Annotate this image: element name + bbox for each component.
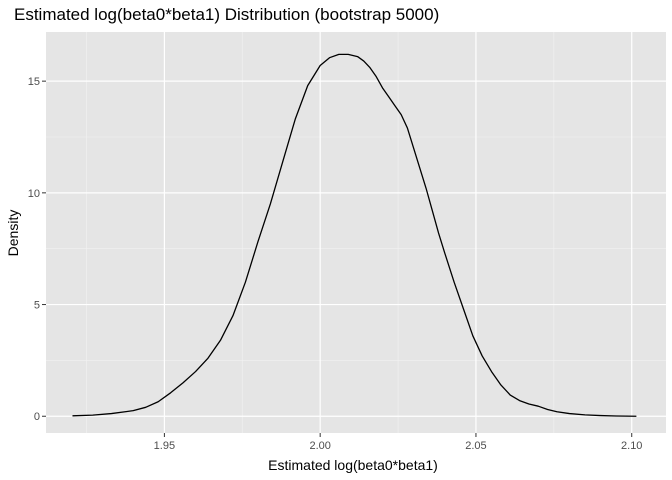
x-tick-label: 2.05 bbox=[465, 440, 486, 452]
density-line bbox=[72, 53, 637, 417]
x-axis: 1.95 2.00 2.05 2.10 bbox=[154, 433, 642, 452]
chart-title: Estimated log(beta0*beta1) Distribution … bbox=[14, 5, 439, 24]
x-tick-label: 2.00 bbox=[309, 440, 330, 452]
x-axis-title: Estimated log(beta0*beta1) bbox=[268, 457, 438, 473]
grid-lines bbox=[46, 32, 666, 433]
x-tick-label: 2.10 bbox=[621, 440, 642, 452]
y-axis: 0 5 10 15 bbox=[28, 76, 46, 423]
series-layer bbox=[72, 53, 637, 417]
plot-panel bbox=[46, 32, 666, 433]
y-axis-title: Density bbox=[5, 210, 21, 257]
x-tick-label: 1.95 bbox=[154, 440, 175, 452]
y-tick-label: 10 bbox=[28, 188, 40, 200]
panel-background bbox=[46, 32, 666, 433]
y-tick-label: 5 bbox=[34, 300, 40, 312]
y-tick-label: 0 bbox=[34, 411, 40, 423]
y-tick-label: 15 bbox=[28, 76, 40, 88]
